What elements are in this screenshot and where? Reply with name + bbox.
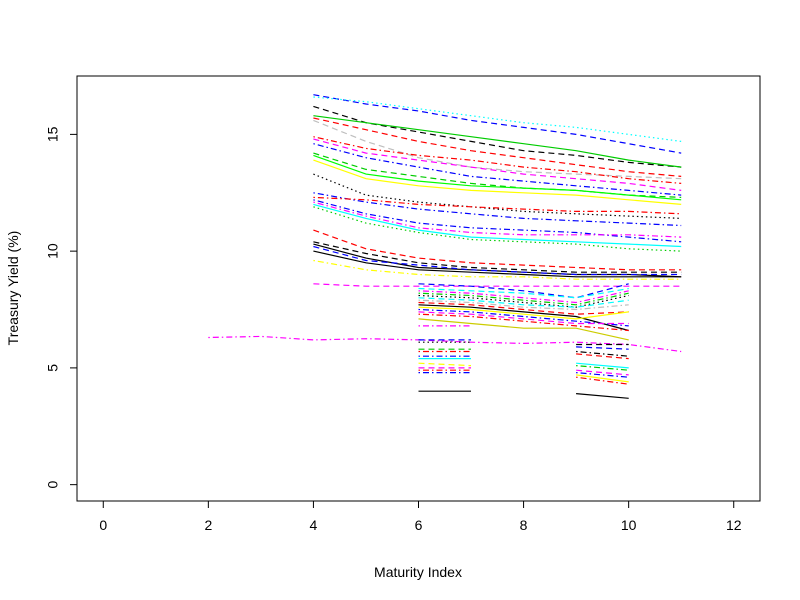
series-line-27 xyxy=(208,335,682,353)
series-line-40 xyxy=(418,313,629,332)
x-tick-label: 2 xyxy=(204,517,212,533)
series-line-25 xyxy=(313,259,682,280)
series-line-60 xyxy=(576,369,629,376)
x-tick-label: 0 xyxy=(99,517,107,533)
series-line-55 xyxy=(576,346,629,350)
series-line-8 xyxy=(313,138,682,191)
x-tick-label: 10 xyxy=(621,517,637,533)
series-line-13 xyxy=(313,173,682,219)
series-line-49 xyxy=(418,362,472,367)
series-line-26 xyxy=(313,283,682,287)
series-line-12 xyxy=(313,159,682,205)
series-line-56 xyxy=(576,350,629,357)
series-line-16 xyxy=(313,203,682,248)
series-line-20 xyxy=(313,229,682,271)
series-line-39 xyxy=(418,311,629,325)
series-line-15 xyxy=(313,196,682,215)
series-line-38 xyxy=(418,308,629,327)
series-line-35 xyxy=(418,301,629,315)
x-tick-label: 12 xyxy=(726,517,742,533)
series-line-63 xyxy=(576,376,629,385)
series-line-17 xyxy=(313,199,682,243)
series-line-62 xyxy=(576,374,629,383)
series-line-29 xyxy=(418,287,629,299)
x-axis-title: Maturity Index xyxy=(374,564,462,580)
series-line-9 xyxy=(313,143,682,196)
y-tick-label: 10 xyxy=(45,243,61,259)
x-tick-label: 4 xyxy=(310,517,318,533)
y-axis: 0 5 10 15 xyxy=(45,126,78,489)
x-tick-label: 8 xyxy=(520,517,528,533)
series-line-19 xyxy=(313,206,682,252)
series-line-22 xyxy=(313,243,682,278)
y-tick-label: 15 xyxy=(45,126,61,142)
series-line-59 xyxy=(576,365,629,371)
y-tick-label: 5 xyxy=(45,364,61,372)
series-line-37 xyxy=(418,306,629,320)
series-line-61 xyxy=(576,372,629,378)
x-axis: 0 2 4 6 8 10 12 xyxy=(99,500,742,533)
series-line-23 xyxy=(313,245,682,276)
series-line-24 xyxy=(313,250,682,278)
series-line-6 xyxy=(313,119,682,180)
series-line-34 xyxy=(418,299,629,311)
series-line-28 xyxy=(418,283,629,299)
series-line-18 xyxy=(313,201,682,238)
series-line-21 xyxy=(313,241,682,273)
series-line-5 xyxy=(313,117,682,177)
series-line-2 xyxy=(313,96,682,142)
series-line-64 xyxy=(576,393,629,399)
series-line-58 xyxy=(576,362,629,369)
series-line-4 xyxy=(313,115,682,168)
series-line-7 xyxy=(313,136,682,184)
y-axis-title: Treasury Yield (%) xyxy=(5,231,21,346)
series-line-36 xyxy=(418,304,629,332)
series-line-32 xyxy=(418,294,629,308)
series-layer xyxy=(208,94,682,399)
series-line-1 xyxy=(313,94,682,154)
series-line-33 xyxy=(418,297,629,308)
series-line-30 xyxy=(418,290,629,304)
x-tick-label: 6 xyxy=(415,517,423,533)
series-line-14 xyxy=(313,192,682,227)
series-line-57 xyxy=(576,353,629,360)
series-line-41 xyxy=(418,318,629,341)
series-line-31 xyxy=(418,292,629,306)
series-line-11 xyxy=(313,154,682,201)
y-tick-label: 0 xyxy=(45,481,61,489)
